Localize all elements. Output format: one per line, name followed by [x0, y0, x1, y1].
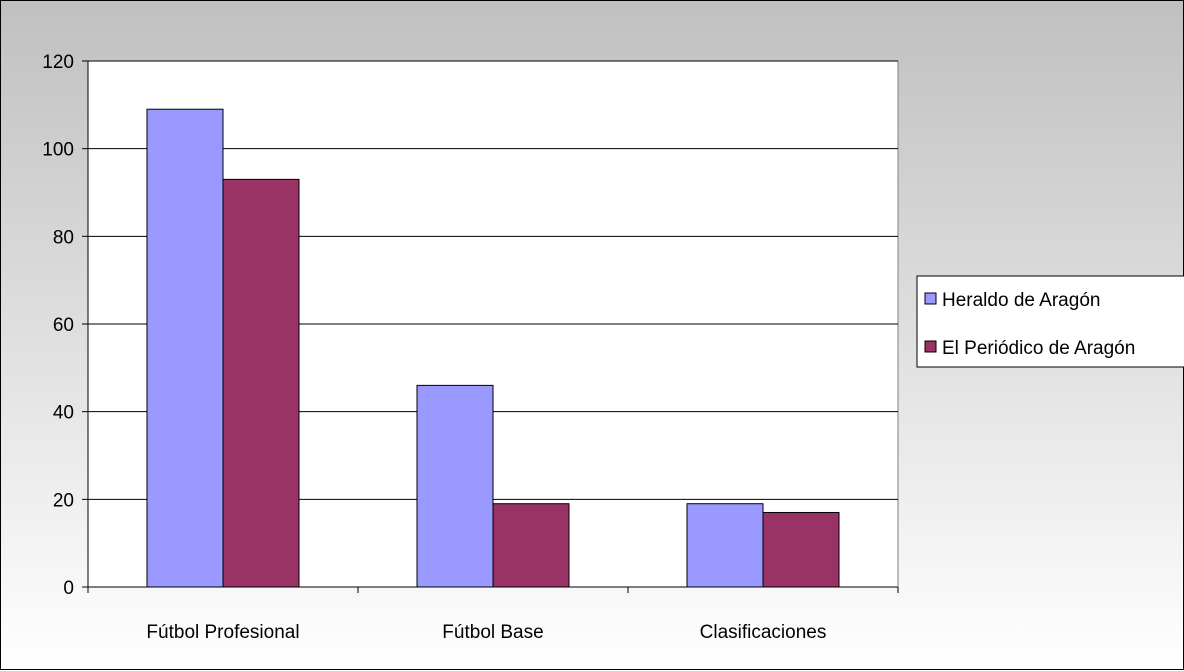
legend-swatch-heraldo [924, 292, 937, 305]
legend-label-periodico: El Periódico de Aragón [942, 338, 1135, 359]
bar-periodico [492, 503, 570, 588]
bar-periodico [762, 511, 840, 588]
y-tick-label: 60 [53, 315, 74, 336]
bar-heraldo [146, 108, 224, 588]
bar-heraldo [686, 503, 764, 588]
y-tick-label: 100 [42, 140, 74, 161]
axes: 0 20 40 60 80 100 120 Fútbol Profesional Fútbol … [42, 52, 899, 643]
y-tick-label: 20 [53, 490, 74, 511]
bar-periodico [222, 178, 300, 588]
legend-box [916, 275, 1184, 368]
legend-label-heraldo: Heraldo de Aragón [942, 290, 1100, 311]
bars [146, 108, 840, 588]
x-tick-label: Clasificaciones [700, 622, 827, 643]
y-tick-label: 40 [53, 403, 74, 424]
legend-swatch-periodico [924, 340, 937, 353]
x-tick-label: Fútbol Profesional [146, 622, 299, 643]
y-tick-label: 120 [42, 52, 74, 73]
x-tick-label: Fútbol Base [442, 622, 543, 643]
y-tick-label: 80 [53, 227, 74, 248]
y-tick-label: 0 [63, 578, 74, 599]
legend: Heraldo de Aragón El Periódico de Aragón [916, 275, 1184, 368]
bar-heraldo [416, 384, 494, 588]
